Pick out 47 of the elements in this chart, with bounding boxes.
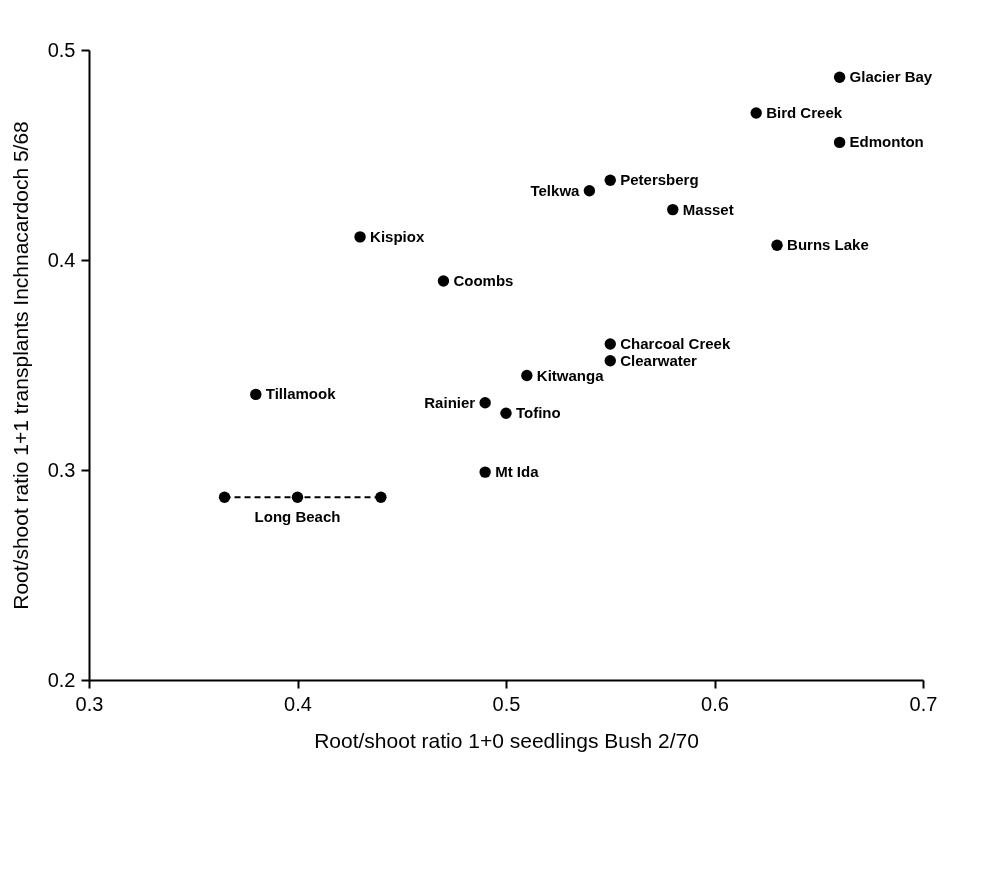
point [833, 71, 846, 83]
annotation: Coombs [453, 272, 514, 289]
point [604, 338, 616, 350]
point [479, 397, 491, 409]
x-tick-label: 0.4 [284, 692, 312, 715]
point [375, 491, 387, 503]
series-label: Long Beach [254, 508, 341, 526]
point [521, 369, 533, 382]
annotation: Clearwater [620, 351, 698, 369]
point [218, 491, 231, 503]
annotation: Tofino [516, 404, 561, 422]
point [771, 239, 783, 251]
point [604, 174, 616, 186]
x-tick-label: 0.7 [909, 692, 938, 715]
point [750, 107, 762, 119]
y-tick-label: 0.5 [47, 38, 76, 61]
annotation: Edmonton [849, 133, 924, 151]
annotation: Burns Lake [787, 236, 869, 254]
point [479, 466, 491, 478]
y-axis-title: Root/shoot ratio 1+1 transplants Inchnacardoch 5/68 [8, 121, 32, 610]
point [500, 407, 512, 419]
point [583, 185, 596, 197]
annotation: Glacier Bay [849, 68, 933, 86]
annotation: Mt Ida [495, 463, 540, 481]
point [833, 136, 846, 149]
annotation: Charcoal Creek [620, 335, 731, 352]
x-tick-label: 0.6 [701, 692, 729, 715]
annotation: Bird Creek [766, 104, 843, 121]
annotation: Petersberg [620, 171, 699, 189]
point [437, 275, 450, 287]
point [604, 355, 616, 367]
point [250, 388, 262, 401]
annotation: Telkwa [530, 181, 581, 199]
annotation: Kispiox [370, 227, 425, 245]
point [354, 231, 366, 243]
annotation: Masset [682, 200, 734, 218]
point [667, 203, 679, 216]
x-tick-label: 0.5 [492, 692, 521, 715]
y-tick-label: 0.3 [47, 458, 76, 481]
x-axis-title: Root/shoot ratio 1+0 seedlings Bush 2/70 [314, 728, 699, 752]
point [291, 491, 304, 503]
x-tick-label: 0.3 [75, 692, 104, 715]
annotation: Kitwanga [536, 366, 605, 384]
y-tick-label: 0.4 [47, 248, 76, 271]
annotation: Tillamook [265, 385, 337, 403]
annotation: Rainier [424, 393, 476, 411]
y-tick-label: 0.2 [47, 668, 76, 691]
